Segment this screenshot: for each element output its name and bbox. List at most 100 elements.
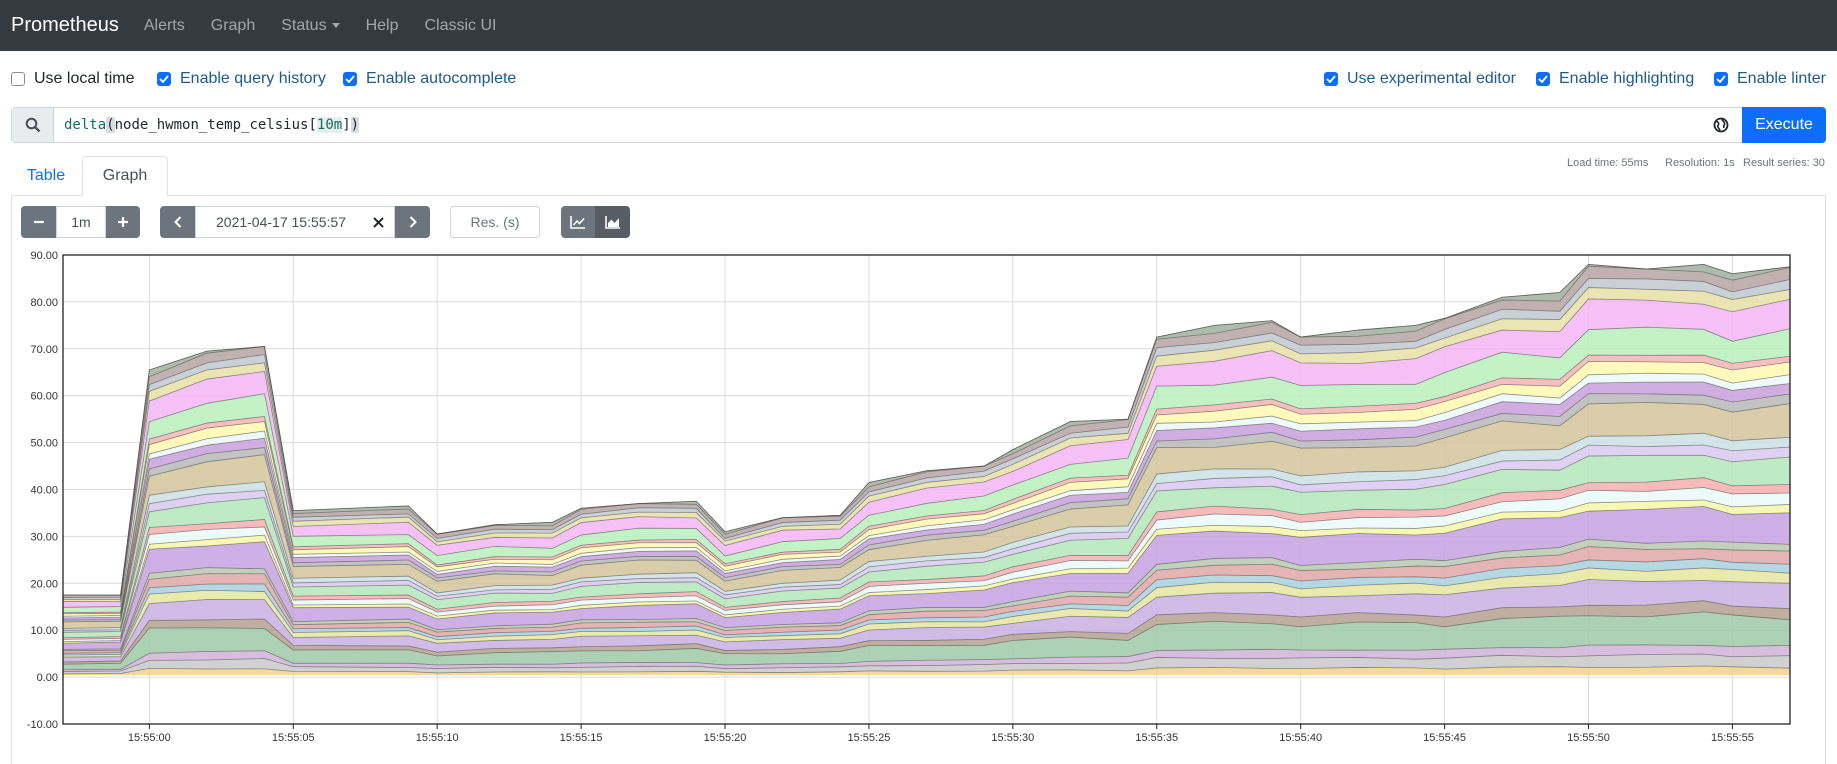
series-line[interactable] [62, 611, 1791, 665]
unstacked-mode-button[interactable] [561, 206, 595, 238]
query-editor[interactable]: delta(node_hwmon_temp_celsius[10m]) [11, 107, 1826, 143]
series-line[interactable] [63, 263, 1791, 596]
range-decrease-button[interactable] [21, 206, 56, 238]
series-line[interactable] [62, 360, 1791, 615]
series-line[interactable] [62, 298, 1791, 603]
series-area[interactable] [63, 567, 1790, 658]
label-autocomplete: Enable autocomplete [366, 70, 517, 87]
series-line[interactable] [62, 538, 1791, 650]
y-tick-label: 90.00 [30, 250, 58, 262]
option-autocomplete[interactable]: Enable autocomplete [343, 70, 516, 88]
series-line[interactable] [62, 558, 1791, 654]
query-paren-close: ) [350, 117, 360, 133]
series-line[interactable] [62, 600, 1791, 663]
series-area[interactable] [63, 487, 1790, 642]
option-local-time[interactable]: Use local time [11, 70, 134, 88]
tab-table[interactable]: Table [26, 166, 66, 184]
series-area[interactable] [63, 506, 1790, 650]
checkbox-experimental-editor[interactable] [1324, 72, 1338, 86]
range-increase-button[interactable] [106, 206, 140, 238]
series-area[interactable] [63, 298, 1790, 608]
series-area[interactable] [63, 546, 1790, 654]
stacked-mode-button[interactable] [595, 206, 630, 238]
series-line[interactable] [62, 432, 1791, 629]
execute-button[interactable]: Execute [1742, 107, 1826, 143]
series-area[interactable] [63, 665, 1790, 676]
series-line[interactable] [62, 454, 1791, 633]
option-query-history[interactable]: Enable query history [157, 70, 326, 88]
option-experimental-editor[interactable]: Use experimental editor [1324, 70, 1516, 88]
resolution-input[interactable]: Res. (s) [450, 206, 540, 238]
series-line[interactable] [62, 381, 1791, 619]
checkbox-local-time[interactable] [11, 72, 25, 86]
series-area[interactable] [63, 654, 1790, 674]
series-area[interactable] [63, 644, 1790, 672]
metrics-explorer-button[interactable] [1700, 107, 1742, 143]
series-line[interactable] [62, 278, 1791, 598]
nav-status[interactable]: Status [281, 17, 340, 35]
x-tick-label: 15:55:30 [991, 732, 1034, 744]
series-line[interactable] [62, 567, 1791, 656]
nav-help[interactable]: Help [365, 16, 399, 34]
series-line[interactable] [62, 653, 1791, 672]
y-tick-label: 0.00 [37, 672, 58, 684]
series-line[interactable] [62, 477, 1791, 639]
nav-alerts[interactable]: Alerts [143, 16, 185, 34]
series-line[interactable] [62, 546, 1791, 652]
y-tick-label: 60.00 [30, 391, 58, 403]
x-tick-label: 15:55:20 [704, 732, 747, 744]
chart-frame [62, 254, 1791, 725]
navbar: Prometheus Alerts Graph Status Help Clas… [0, 0, 1837, 51]
clear-time-button[interactable] [370, 213, 386, 231]
checkbox-query-history[interactable] [157, 72, 171, 86]
series-line[interactable] [62, 579, 1791, 658]
time-forward-button[interactable] [395, 206, 430, 238]
series-line[interactable] [62, 287, 1791, 600]
tab-graph[interactable]: Graph [82, 156, 168, 196]
end-time-input[interactable]: 2021-04-17 15:55:57 [195, 206, 395, 238]
checkbox-linter[interactable] [1714, 72, 1728, 86]
checkbox-highlighting[interactable] [1536, 72, 1550, 86]
series-line[interactable] [62, 506, 1791, 644]
nav-classic-ui[interactable]: Classic UI [424, 16, 497, 34]
series-line[interactable] [62, 393, 1791, 621]
option-linter[interactable]: Enable linter [1714, 70, 1826, 88]
check-icon [1326, 75, 1336, 83]
line-chart-icon [570, 216, 585, 229]
series-area[interactable] [63, 579, 1790, 663]
series-area[interactable] [63, 611, 1790, 670]
series-line[interactable] [62, 487, 1791, 640]
series-line[interactable] [62, 401, 1791, 623]
nav-graph[interactable]: Graph [210, 16, 256, 34]
y-tick-label: 80.00 [30, 297, 58, 309]
time-back-button[interactable] [160, 206, 195, 238]
series-line[interactable] [62, 265, 1791, 596]
close-icon [372, 216, 384, 228]
x-tick-label: 15:55:35 [1135, 732, 1178, 744]
series-line[interactable] [62, 326, 1791, 608]
series-line[interactable] [62, 354, 1791, 614]
series-line[interactable] [62, 499, 1791, 643]
load-time: Load time: 55ms [1567, 157, 1649, 169]
chart-series-areas [63, 264, 1790, 676]
graph-panel [11, 195, 1826, 764]
series-area[interactable] [63, 558, 1790, 656]
series-line[interactable] [62, 372, 1791, 617]
series-line[interactable] [62, 665, 1791, 675]
series-line[interactable] [62, 444, 1791, 631]
series-area[interactable] [63, 327, 1790, 613]
checkbox-autocomplete[interactable] [343, 72, 357, 86]
series-area[interactable] [63, 455, 1790, 638]
result-series: Result series: 30 [1743, 157, 1825, 169]
query-text[interactable]: delta(node_hwmon_temp_celsius[10m]) [64, 117, 360, 133]
chart-series-lines [62, 263, 1791, 675]
series-area[interactable] [63, 539, 1790, 651]
series-area[interactable] [63, 402, 1790, 629]
query-function: delta [64, 117, 107, 133]
graph-chart[interactable]: 90.00 80.00 70.00 60.00 50.00 40.00 30.00 20.00… [0, 245, 1837, 764]
option-highlighting[interactable]: Enable highlighting [1536, 70, 1694, 88]
series-area[interactable] [63, 600, 1790, 665]
range-input[interactable]: 1m [56, 206, 106, 238]
series-line[interactable] [62, 644, 1791, 670]
brand-logo[interactable]: Prometheus [11, 14, 119, 36]
